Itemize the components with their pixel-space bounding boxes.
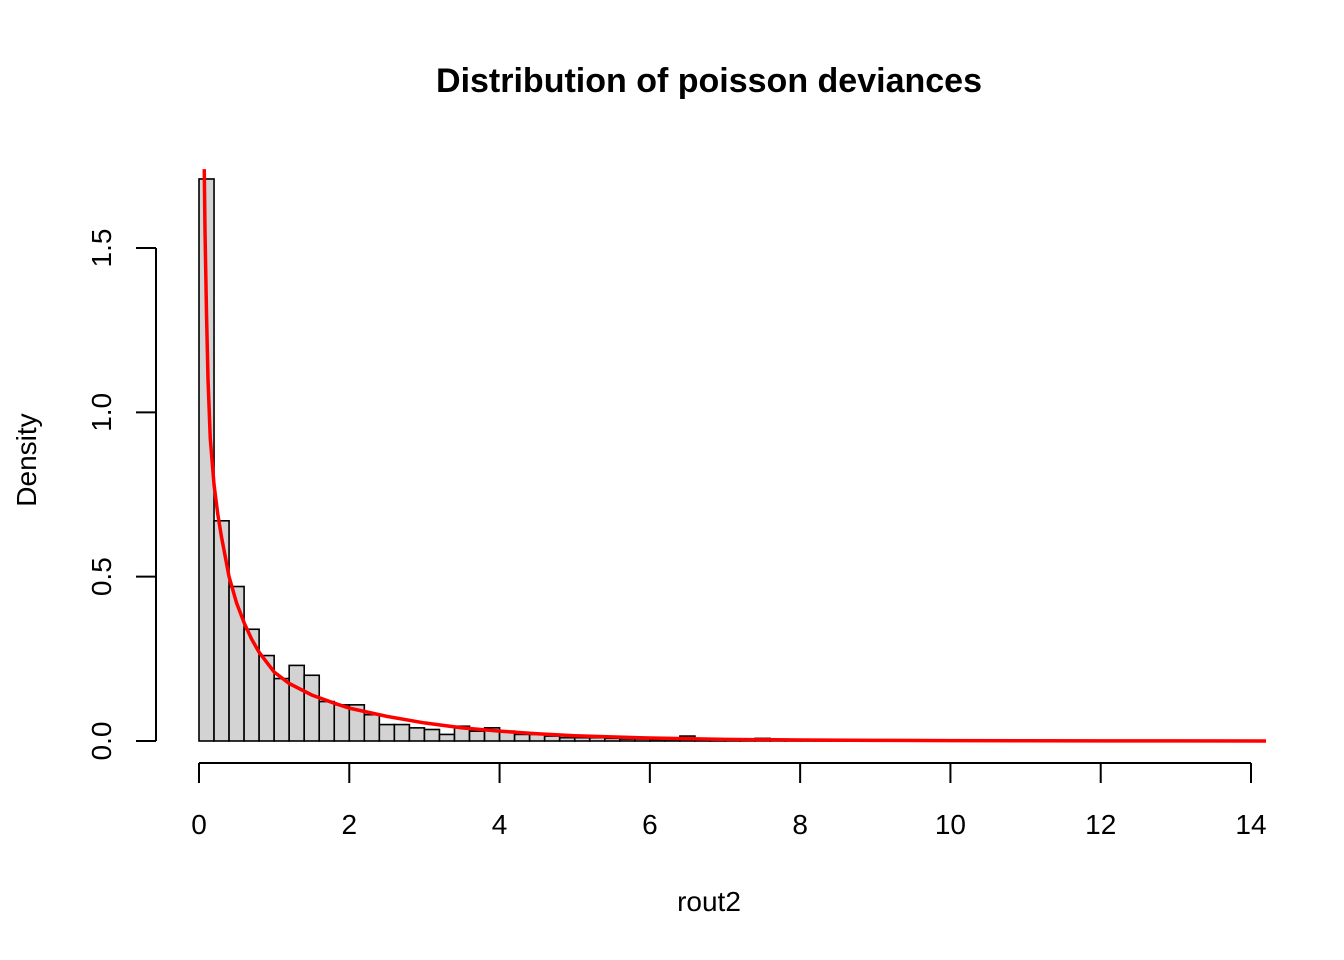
histogram-bar: [273, 677, 290, 742]
histogram-bar: [303, 674, 321, 742]
histogram-bar: [438, 733, 456, 742]
y-tick-label: 1.0: [86, 393, 117, 432]
histogram-bar: [543, 735, 561, 742]
histogram-bar: [408, 727, 426, 742]
histogram-bar: [333, 704, 351, 742]
histogram-bar: [198, 178, 215, 742]
density-curve: [202, 169, 1267, 743]
histogram-bar: [423, 728, 441, 742]
x-tick-label: 8: [792, 809, 808, 840]
histogram-bar: [468, 730, 486, 742]
x-tick-label: 2: [341, 809, 357, 840]
histogram-bar: [378, 723, 396, 742]
y-tick-label: 0.5: [86, 557, 117, 596]
y-axis-label: Density: [11, 413, 42, 506]
x-tick-label: 0: [191, 809, 207, 840]
histogram-bar: [513, 733, 531, 742]
x-tick-label: 6: [642, 809, 658, 840]
histogram-bar: [618, 738, 636, 742]
histogram-bar: [318, 700, 336, 742]
y-tick-label: 1.5: [86, 229, 117, 268]
x-axis: 0 2 4 6 8 10 12 14: [191, 762, 1267, 840]
histogram-bar: [288, 664, 305, 742]
y-tick-label: 0.0: [86, 722, 117, 761]
histogram-bar: [363, 713, 381, 742]
x-axis-label: rout2: [677, 886, 741, 917]
histogram-bar: [228, 585, 245, 742]
x-tick-label: 10: [935, 809, 966, 840]
histogram-bars: [198, 178, 862, 742]
histogram-bar: [558, 736, 576, 742]
chart-title: Distribution of poisson deviances: [436, 62, 982, 100]
histogram-bar: [573, 736, 591, 742]
x-tick-label: 12: [1085, 809, 1116, 840]
histogram-bar: [393, 723, 411, 742]
y-axis: 0.0 0.5 1.0 1.5: [86, 229, 157, 761]
x-tick-label: 14: [1235, 809, 1266, 840]
histogram-bar: [213, 519, 230, 742]
x-tick-label: 4: [492, 809, 508, 840]
